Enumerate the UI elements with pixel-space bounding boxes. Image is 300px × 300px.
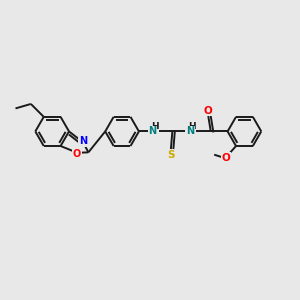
Text: N: N [148, 126, 157, 136]
Text: O: O [73, 149, 81, 159]
Text: H: H [151, 122, 158, 131]
Text: H: H [188, 122, 196, 131]
Text: O: O [222, 153, 230, 163]
Text: N: N [186, 126, 194, 136]
Text: N: N [79, 136, 87, 146]
Text: S: S [168, 150, 175, 160]
Text: O: O [204, 106, 213, 116]
